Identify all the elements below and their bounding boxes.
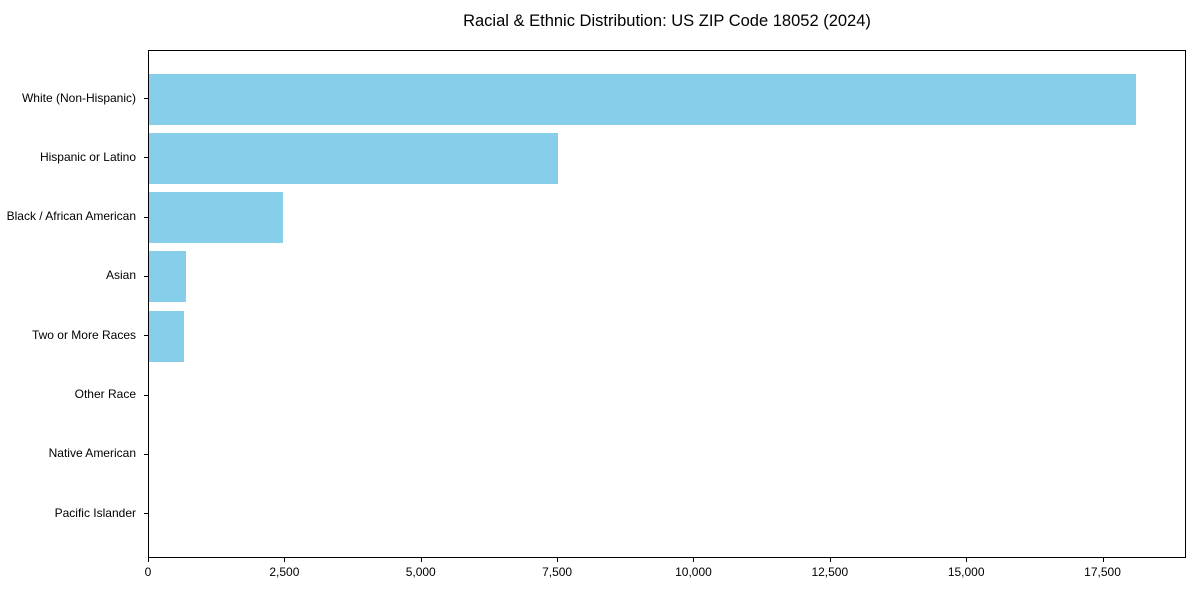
y-axis-label: Hispanic or Latino [39,149,136,164]
y-tick-mark [144,157,148,159]
y-tick-mark [144,335,148,337]
x-tick-mark [966,558,968,562]
x-axis-label: 2,500 [269,565,300,579]
plot-area [148,50,1186,558]
y-tick-mark [144,216,148,218]
x-tick-mark [557,558,559,562]
y-axis-label: Pacific Islander [54,505,136,520]
x-tick-mark [1102,558,1104,562]
bar-white-non-hispanic [149,73,1137,125]
bar-hispanic-or-latino [149,132,559,184]
x-tick-mark [829,558,831,562]
x-tick-mark [420,558,422,562]
x-axis-label: 7,500 [542,565,573,579]
x-axis-label: 12,500 [811,565,849,579]
y-tick-mark [144,513,148,515]
x-axis-label: 17,500 [1084,565,1121,579]
chart-title: Racial & Ethnic Distribution: US ZIP Cod… [463,12,871,30]
y-tick-mark [144,394,148,396]
bar-black-african-american [149,192,283,244]
y-axis-label: Asian [105,268,136,283]
x-axis-label: 5,000 [405,565,436,579]
x-tick-mark [148,558,149,562]
bar-two-or-more-races [149,310,185,362]
y-tick-mark [144,453,148,455]
y-axis-label: Black / African American [6,209,136,224]
y-axis-label: White (Non-Hispanic) [21,90,136,105]
y-tick-mark [144,98,148,99]
bar-asian [149,251,186,303]
y-tick-mark [144,275,148,277]
x-axis-label: 0 [144,565,152,579]
x-axis-label: 10,000 [675,565,712,579]
x-axis-label: 15,000 [947,565,985,579]
y-axis-label: Native American [48,446,136,461]
y-axis-label: Other Race [74,387,136,401]
x-tick-mark [693,558,695,562]
x-tick-mark [284,558,286,562]
y-axis-label: Two or More Races [31,327,136,342]
